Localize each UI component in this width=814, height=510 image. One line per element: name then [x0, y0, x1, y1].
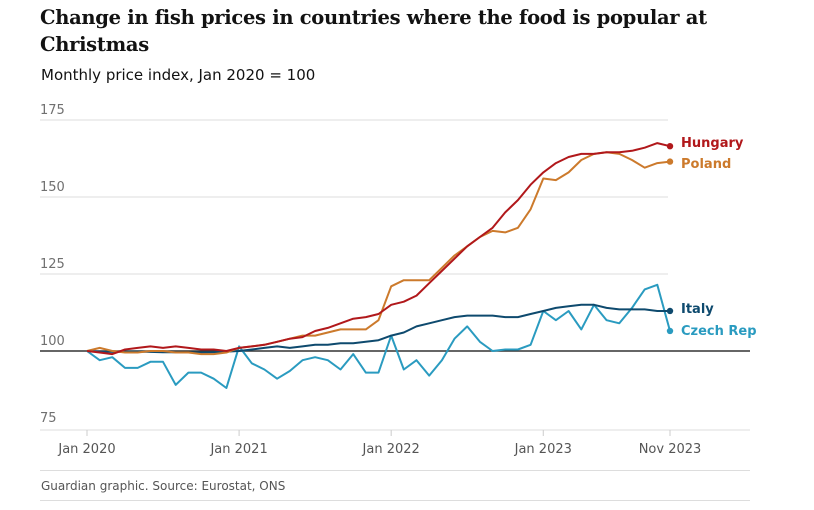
- series-label: Italy: [681, 302, 714, 317]
- y-tick-label: 125: [40, 257, 65, 272]
- series-line-hungary: [86, 142, 671, 356]
- y-tick-label: 150: [40, 180, 65, 195]
- chart-title: Change in fish prices in countries where…: [40, 6, 707, 56]
- x-tick-label: Jan 2022: [362, 442, 420, 457]
- series-line-czech-rep: [86, 283, 671, 389]
- source-note: Guardian graphic. Source: Eurostat, ONS: [41, 479, 286, 493]
- y-tick-label: 100: [40, 334, 65, 349]
- line-chart: 75 100 125 150 175 Jan 2020 Jan 2021 Jan 2022 Ja…: [40, 103, 757, 457]
- series-label: Poland: [681, 157, 731, 172]
- chart-subtitle: Monthly price index, Jan 2020 = 100: [41, 66, 316, 84]
- x-tick-label: Jan 2020: [57, 442, 115, 457]
- series-label: Hungary: [681, 136, 744, 151]
- series-label: Czech Rep: [681, 324, 757, 339]
- series-end-marker: [666, 142, 674, 150]
- divider: [40, 470, 750, 471]
- x-tick-label: Nov 2023: [639, 442, 702, 457]
- x-tick-label: Jan 2021: [209, 442, 267, 457]
- series-line-poland: [86, 151, 671, 356]
- x-tick-label: Jan 2023: [514, 442, 572, 457]
- series-end-marker: [666, 158, 674, 165]
- y-tick-label: 175: [40, 103, 65, 118]
- divider: [40, 500, 750, 501]
- series-end-marker: [666, 327, 674, 335]
- series-end-marker: [666, 307, 674, 315]
- y-tick-label: 75: [40, 411, 57, 426]
